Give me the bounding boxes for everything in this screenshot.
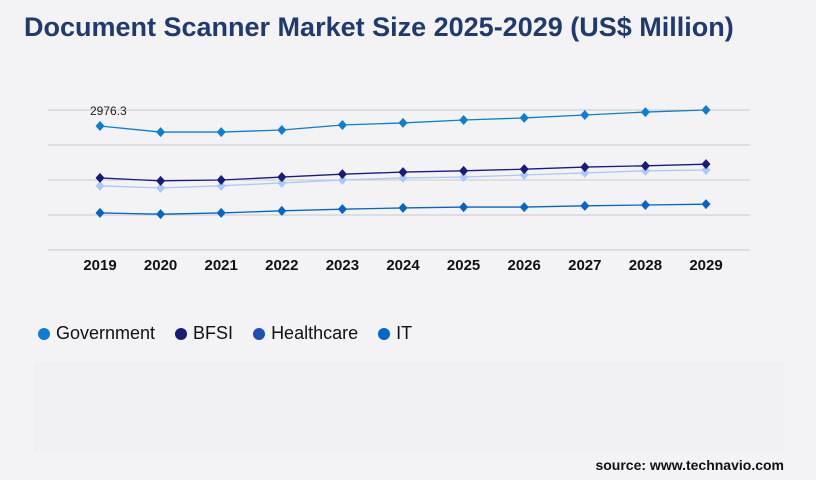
legend-label: Healthcare	[271, 323, 359, 343]
x-tick-label: 2019	[83, 257, 116, 274]
legend-marker-icon	[175, 327, 188, 340]
legend-marker-icon	[253, 327, 266, 340]
legend-marker-icon	[378, 327, 391, 340]
data-point	[701, 105, 711, 115]
data-point	[640, 107, 650, 118]
data-point	[95, 207, 105, 218]
legend: Government BFSI Healthcare IT	[38, 323, 412, 344]
footer-panel	[34, 362, 784, 452]
data-point	[519, 202, 529, 213]
data-point	[701, 199, 711, 210]
data-point	[459, 172, 469, 183]
data-point	[95, 172, 105, 183]
legend-item: Healthcare	[253, 323, 358, 344]
data-point	[580, 110, 590, 120]
data-point	[337, 169, 347, 180]
data-point	[277, 125, 287, 135]
data-point	[277, 172, 287, 183]
x-tick-label: 2027	[568, 257, 601, 274]
legend-label: Government	[56, 323, 156, 343]
x-tick-label: 2020	[144, 257, 177, 274]
data-point	[459, 115, 469, 125]
data-point	[156, 127, 166, 138]
data-point	[459, 165, 469, 176]
x-tick-label: 2021	[205, 257, 238, 274]
data-point	[156, 175, 166, 186]
source-text: source: www.technavio.com	[595, 457, 784, 473]
legend-marker-icon	[38, 327, 50, 340]
data-point	[277, 205, 287, 216]
data-point	[398, 167, 408, 178]
x-tick-label: 2026	[508, 257, 541, 274]
data-point	[580, 200, 590, 211]
data-point	[156, 182, 166, 193]
data-point	[337, 204, 347, 215]
x-tick-label: 2029	[689, 257, 722, 274]
x-tick-label: 2025	[447, 257, 480, 274]
legend-item: Government	[38, 323, 155, 344]
data-point	[95, 180, 105, 191]
data-label: 2976.3	[90, 104, 127, 118]
data-point	[216, 127, 226, 138]
legend-label: IT	[396, 323, 413, 343]
line-chart: 2019 2020 2021 2022 2023 2024 2025 2026 2027 2028…	[48, 104, 750, 274]
data-point	[701, 165, 711, 175]
data-point	[337, 175, 347, 185]
data-point	[216, 175, 226, 185]
data-point	[398, 117, 408, 128]
data-point	[398, 202, 408, 213]
data-point	[216, 207, 226, 218]
data-point	[519, 112, 529, 123]
data-point	[640, 160, 650, 171]
x-tick-label: 2023	[326, 257, 359, 274]
data-point	[398, 172, 408, 183]
data-point	[216, 180, 226, 191]
data-point	[519, 170, 529, 180]
x-tick-label: 2024	[386, 257, 420, 274]
data-point	[701, 159, 711, 170]
data-point	[580, 162, 590, 173]
data-point	[277, 177, 287, 188]
legend-item: IT	[378, 323, 412, 344]
data-point	[95, 120, 105, 131]
x-tick-label: 2028	[629, 257, 662, 274]
data-point	[519, 164, 529, 175]
data-point	[156, 209, 166, 220]
data-point	[580, 167, 590, 178]
data-point	[640, 200, 650, 210]
x-tick-label: 2022	[265, 257, 298, 274]
legend-label: BFSI	[193, 323, 234, 343]
data-point	[337, 120, 347, 130]
data-point	[459, 202, 469, 213]
legend-item: BFSI	[175, 323, 233, 344]
chart-title: Document Scanner Market Size 2025-2029 (…	[24, 12, 734, 42]
